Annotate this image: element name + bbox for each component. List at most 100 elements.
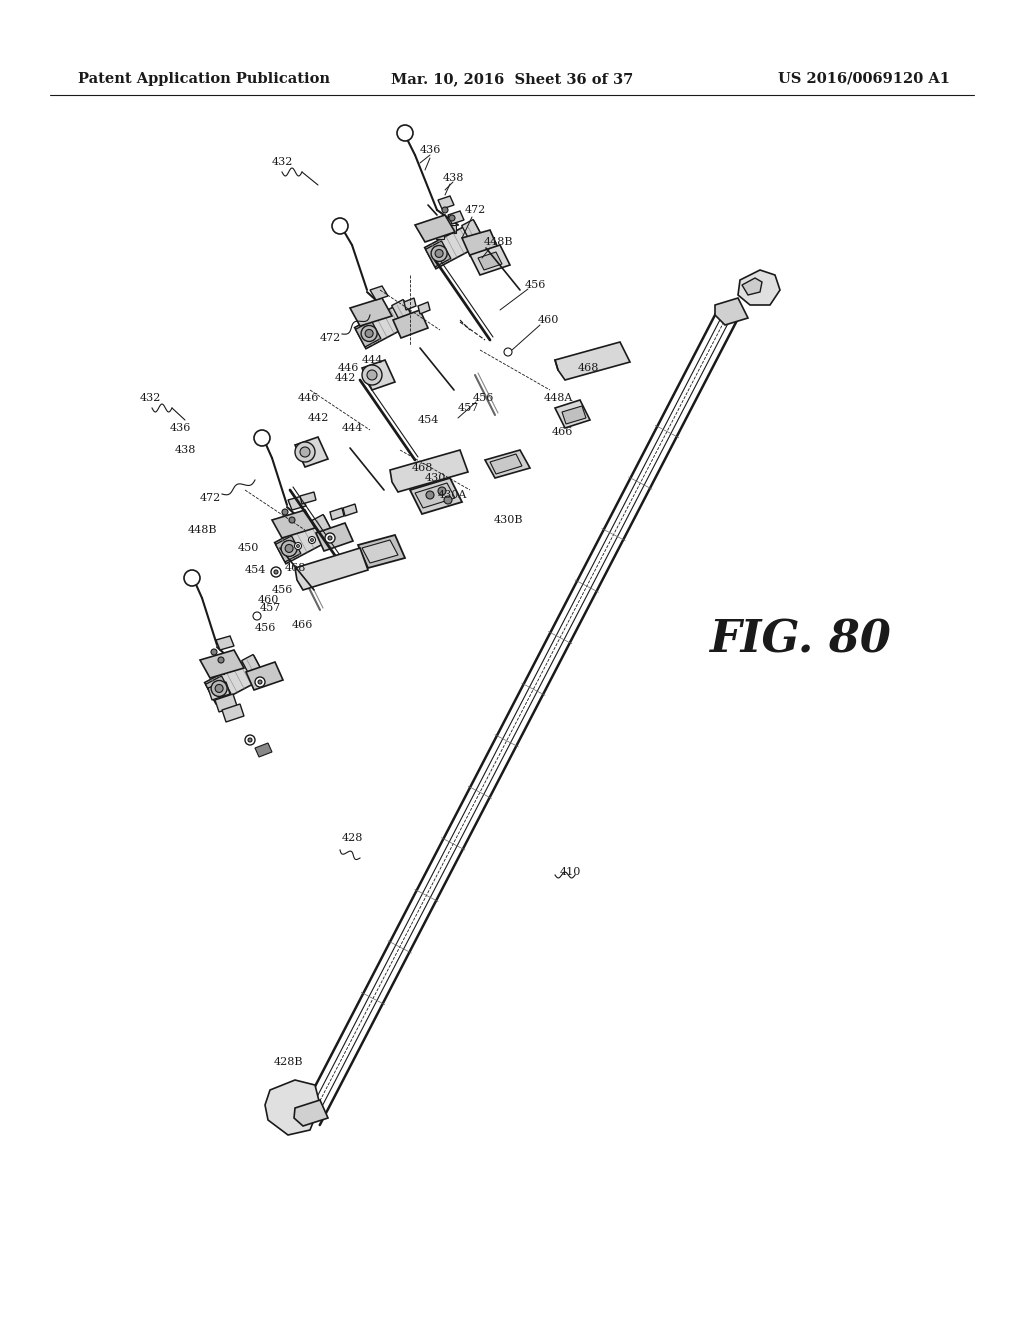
Circle shape [282, 510, 288, 515]
Circle shape [438, 487, 446, 495]
Polygon shape [485, 450, 530, 478]
Circle shape [295, 543, 301, 549]
Polygon shape [738, 271, 780, 305]
Text: 456: 456 [254, 623, 275, 634]
Polygon shape [436, 231, 444, 239]
Circle shape [218, 657, 224, 663]
Polygon shape [370, 286, 388, 300]
Circle shape [211, 680, 227, 697]
Circle shape [255, 677, 265, 686]
Polygon shape [415, 215, 455, 242]
Circle shape [366, 330, 373, 338]
Text: 442: 442 [334, 374, 355, 383]
Text: 448B: 448B [483, 238, 513, 247]
Text: 466: 466 [291, 620, 312, 630]
Polygon shape [449, 211, 464, 224]
Polygon shape [362, 540, 398, 564]
Polygon shape [295, 548, 368, 590]
Text: 430A: 430A [437, 490, 467, 500]
Polygon shape [200, 649, 244, 678]
Circle shape [431, 246, 447, 261]
Polygon shape [426, 240, 451, 267]
Circle shape [332, 218, 348, 234]
Polygon shape [275, 536, 301, 562]
Polygon shape [216, 665, 224, 673]
Polygon shape [462, 219, 486, 251]
Polygon shape [378, 305, 386, 313]
Text: 428B: 428B [273, 1057, 303, 1067]
Polygon shape [715, 298, 748, 325]
Text: Patent Application Publication: Patent Application Publication [78, 73, 330, 86]
Polygon shape [562, 407, 586, 424]
Circle shape [295, 442, 315, 462]
Polygon shape [215, 694, 237, 711]
Polygon shape [343, 504, 357, 516]
Polygon shape [362, 360, 395, 389]
Polygon shape [490, 454, 522, 474]
Circle shape [211, 649, 217, 655]
Text: 444: 444 [341, 422, 362, 433]
Polygon shape [265, 1080, 319, 1135]
Polygon shape [462, 230, 498, 256]
Circle shape [310, 539, 313, 541]
Text: 468: 468 [285, 564, 306, 573]
Circle shape [361, 326, 377, 342]
Polygon shape [206, 676, 230, 702]
Circle shape [308, 536, 315, 544]
Polygon shape [294, 1100, 328, 1126]
Text: 442: 442 [307, 413, 329, 422]
Circle shape [328, 536, 332, 540]
Text: 438: 438 [174, 445, 196, 455]
Circle shape [245, 735, 255, 744]
Text: 460: 460 [257, 595, 279, 605]
Circle shape [435, 249, 443, 257]
Text: 436: 436 [419, 145, 440, 154]
Polygon shape [355, 321, 381, 347]
Polygon shape [298, 520, 306, 528]
Polygon shape [418, 302, 430, 314]
Polygon shape [354, 301, 416, 348]
Text: 472: 472 [319, 333, 341, 343]
Circle shape [444, 496, 452, 504]
Polygon shape [300, 492, 316, 504]
Polygon shape [350, 298, 392, 326]
Polygon shape [438, 195, 454, 209]
Circle shape [449, 215, 455, 220]
Circle shape [325, 533, 335, 543]
Polygon shape [272, 510, 315, 539]
Circle shape [442, 207, 449, 213]
Polygon shape [311, 515, 336, 545]
Circle shape [297, 544, 299, 548]
Polygon shape [393, 310, 428, 338]
Polygon shape [255, 743, 272, 756]
Circle shape [282, 540, 297, 557]
Text: 468: 468 [578, 363, 599, 374]
Text: 457: 457 [458, 403, 478, 413]
Text: 448A: 448A [544, 393, 572, 403]
Circle shape [271, 568, 281, 577]
Circle shape [215, 685, 223, 693]
Circle shape [258, 680, 262, 684]
Circle shape [274, 570, 278, 574]
Text: 466: 466 [551, 426, 572, 437]
Text: 468: 468 [412, 463, 433, 473]
Polygon shape [410, 478, 462, 513]
Polygon shape [295, 437, 328, 467]
Text: 446: 446 [297, 393, 318, 403]
Polygon shape [208, 682, 230, 700]
Text: 430: 430 [424, 473, 445, 483]
Text: 430B: 430B [494, 515, 522, 525]
Circle shape [426, 491, 434, 499]
Circle shape [285, 544, 293, 553]
Circle shape [362, 366, 382, 385]
Text: US 2016/0069120 A1: US 2016/0069120 A1 [778, 73, 950, 86]
Text: 456: 456 [271, 585, 293, 595]
Text: 444: 444 [361, 355, 383, 366]
Circle shape [248, 738, 252, 742]
Polygon shape [274, 516, 335, 564]
Polygon shape [391, 300, 417, 330]
Polygon shape [555, 400, 590, 428]
Circle shape [253, 612, 261, 620]
Polygon shape [367, 310, 375, 318]
Text: 457: 457 [259, 603, 281, 612]
